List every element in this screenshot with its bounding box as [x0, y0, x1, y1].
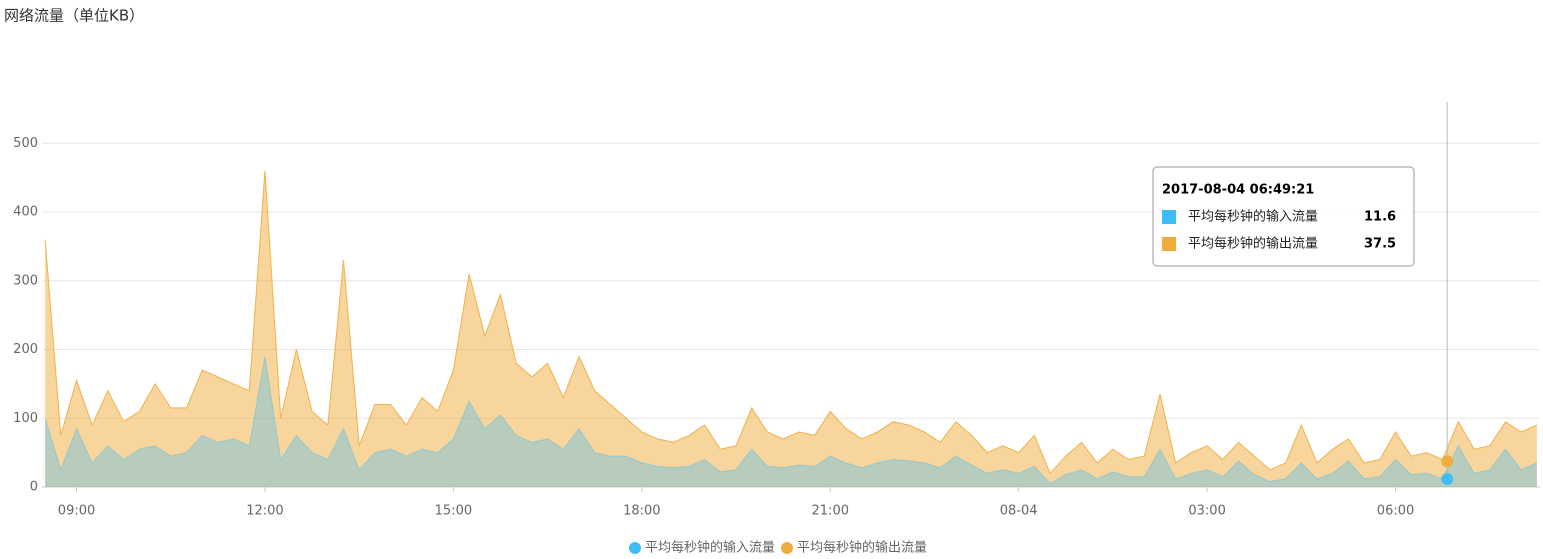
area: [45, 170, 1537, 488]
line: [44, 170, 1538, 475]
x-tick-label: 18:00: [623, 504, 660, 519]
tooltip-name: 平均每秒钟的输入流量: [1188, 209, 1318, 225]
x-tick-label: 15:00: [435, 504, 472, 519]
legend-marker: [781, 542, 794, 554]
line: [44, 356, 1538, 485]
tooltip-marker: [1441, 455, 1454, 468]
x-tick-label: 08-04: [1000, 504, 1038, 519]
y-tick-label: 200: [13, 342, 38, 357]
tooltip-value: 37.5: [1364, 237, 1396, 252]
legend-label: 平均每秒钟的输出流量: [797, 540, 927, 556]
x-tick-label: 21:00: [812, 504, 849, 519]
x-tick-label: 06:00: [1377, 504, 1414, 519]
x-tick-label: 12:00: [246, 504, 283, 519]
tooltip-title: 2017-08-04 06:49:21: [1162, 183, 1314, 198]
x-tick-label: 09:00: [58, 504, 95, 519]
tooltip-box: [1152, 166, 1415, 267]
tooltip-swatch: [1162, 237, 1176, 251]
chart-title: 网络流量（单位KB）: [4, 7, 144, 25]
y-tick-label: 100: [13, 411, 38, 426]
area: [45, 356, 1537, 487]
y-tick-label: 500: [13, 136, 38, 151]
y-tick-label: 400: [13, 205, 38, 220]
tooltip-name: 平均每秒钟的输出流量: [1188, 236, 1318, 252]
y-tick-label: 300: [13, 273, 38, 288]
tooltip-marker: [1441, 473, 1454, 486]
x-tick-label: 03:00: [1188, 504, 1225, 519]
legend-label: 平均每秒钟的输入流量: [645, 540, 775, 556]
legend-marker: [629, 542, 641, 554]
tooltip-value: 11.6: [1364, 210, 1396, 225]
tooltip-swatch: [1162, 210, 1176, 224]
y-tick-label: 0: [30, 480, 38, 495]
